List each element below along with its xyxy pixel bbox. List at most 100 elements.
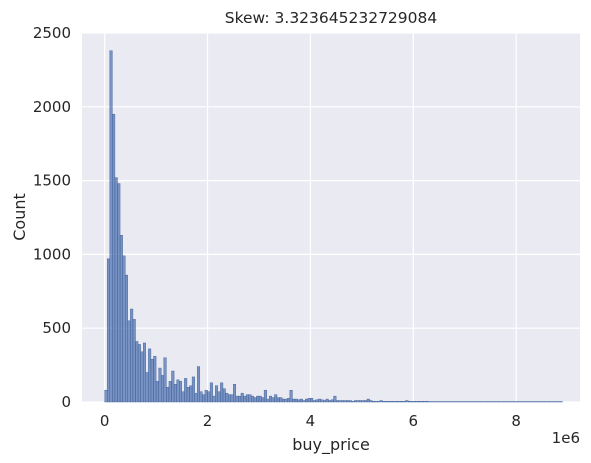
histogram-bar: [191, 376, 195, 403]
histogram-bar: [161, 375, 164, 403]
histogram-bar: [379, 400, 383, 403]
histogram-bar: [202, 394, 206, 403]
histogram-bar: [220, 382, 224, 403]
histogram-bar: [238, 395, 242, 403]
plot-area: [82, 33, 580, 402]
histogram-bar: [227, 394, 231, 403]
histogram-bar: [413, 401, 417, 403]
y-tick-labels: 0 500 1000 1500 2000 2500: [33, 24, 71, 411]
y-axis-label: Count: [10, 193, 29, 241]
x-tick-label: 2: [203, 412, 213, 430]
histogram-bar: [125, 274, 128, 403]
histogram-bar: [261, 397, 265, 403]
histogram-bar: [423, 401, 427, 403]
x-offset-label: 1e6: [552, 429, 580, 447]
x-tick-label: 6: [409, 412, 419, 430]
histogram-bar: [222, 388, 226, 403]
histogram-bar: [320, 399, 324, 403]
histogram-bar: [233, 384, 237, 403]
histogram-bar: [184, 378, 188, 403]
histogram-bar: [148, 348, 152, 403]
histogram-bar: [143, 342, 146, 403]
histogram-bar: [263, 389, 267, 403]
histogram-bar: [253, 397, 257, 403]
histogram-bar: [271, 397, 275, 403]
histogram-bar: [209, 382, 213, 403]
histogram-bar: [245, 394, 249, 403]
histogram-bar: [307, 398, 311, 403]
histogram-bar: [176, 379, 180, 403]
histogram-bar: [292, 398, 296, 403]
histogram-bar: [179, 381, 183, 403]
histogram-bar: [353, 400, 357, 403]
x-tick-label: 4: [306, 412, 316, 430]
y-tick-label: 2500: [33, 24, 71, 42]
histogram-bar: [343, 400, 347, 403]
histogram-bar: [153, 356, 157, 403]
histogram-bar: [335, 400, 339, 403]
x-tick-label: 0: [100, 412, 110, 430]
histogram-bar: [215, 385, 219, 403]
chart-title: Skew: 3.323645232729084: [225, 9, 438, 27]
histogram-bar: [382, 401, 386, 403]
histogram-bar: [418, 401, 422, 403]
histogram-bar: [189, 385, 193, 403]
histogram-bar: [109, 50, 113, 403]
histogram-bar: [199, 391, 203, 403]
histogram-bar: [145, 372, 149, 403]
histogram-bar: [186, 387, 190, 403]
histogram-bar: [225, 392, 229, 403]
histogram-bar: [104, 389, 108, 403]
histogram-bar: [266, 398, 270, 403]
histogram-bar: [415, 401, 419, 403]
histogram-bar: [207, 391, 211, 403]
y-tick-label: 1000: [33, 245, 71, 263]
histogram-bar: [281, 398, 285, 403]
histogram-bar: [276, 397, 280, 403]
histogram-bar: [323, 400, 327, 403]
histogram-bar: [338, 400, 342, 403]
histogram-bar: [130, 308, 134, 403]
histogram-bar: [168, 381, 172, 403]
histogram-bar: [119, 235, 123, 403]
histogram-bar: [341, 400, 345, 403]
histogram-bar: [366, 398, 370, 403]
histogram-bar: [359, 400, 363, 403]
histogram-bar: [317, 398, 321, 403]
y-tick-label: 0: [61, 393, 71, 411]
y-tick-label: 1500: [33, 172, 71, 190]
histogram-bar: [284, 398, 288, 403]
histogram-bar: [299, 398, 303, 403]
histogram-bar: [137, 344, 141, 403]
histogram-bar: [279, 397, 283, 403]
histogram-bar: [155, 381, 159, 403]
histogram-bar: [173, 384, 177, 403]
histogram-bar: [377, 401, 381, 403]
histogram-bar: [243, 395, 247, 403]
histogram-bar: [132, 319, 136, 403]
histogram-bar: [384, 401, 388, 403]
histogram-bar: [410, 401, 414, 403]
histogram-bar: [251, 395, 255, 403]
histogram-bar: [181, 391, 185, 403]
x-axis-label: buy_price: [292, 435, 370, 455]
histogram-bar: [392, 401, 396, 403]
histogram-bar: [325, 398, 329, 403]
histogram-bar: [420, 401, 424, 403]
histogram-bar: [217, 391, 221, 403]
histogram-bar: [171, 370, 175, 403]
histogram-bar: [312, 400, 316, 403]
histogram-bar: [150, 358, 154, 403]
histogram-bar: [117, 183, 121, 403]
histogram-bar: [230, 394, 234, 403]
histogram-bar: [348, 400, 352, 403]
histogram-bar: [248, 394, 252, 403]
histogram-bar: [395, 401, 399, 403]
histogram-bar: [407, 401, 411, 403]
histogram-bar: [107, 258, 110, 403]
histogram-bar: [387, 401, 391, 403]
histogram-bar: [114, 177, 118, 403]
histogram-bar: [140, 351, 144, 403]
histogram-bar: [256, 395, 260, 403]
